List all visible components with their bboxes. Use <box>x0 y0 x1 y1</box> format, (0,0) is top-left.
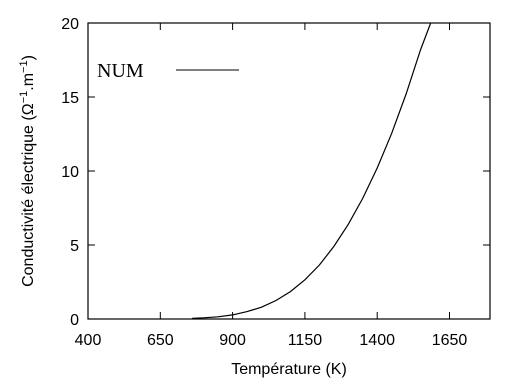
y-axis-title-main: Conductivité électrique (Ω <box>20 103 37 287</box>
series-group <box>192 22 432 319</box>
y-tick-label: 5 <box>70 238 79 255</box>
y-axis-title-exp2: −1 <box>18 60 30 73</box>
y-tick-label: 10 <box>61 164 79 181</box>
plot-frame <box>87 22 491 320</box>
tick-labels: 400 650 900 1150 1400 1650 0 5 10 15 20 <box>61 16 467 349</box>
x-tick-label: 650 <box>147 332 174 349</box>
y-axis-title: Conductivité électrique (Ω−1.m−1) <box>18 55 37 287</box>
series-line <box>192 22 432 319</box>
y-tick-label: 0 <box>70 312 79 329</box>
x-tick-label: 1150 <box>288 332 323 349</box>
y-axis-title-mid: .m <box>20 73 37 91</box>
legend: NUM <box>97 60 239 82</box>
y-axis-title-end: ) <box>20 55 37 60</box>
x-tick-label: 1400 <box>359 332 395 349</box>
y-tick-label: 20 <box>61 16 79 33</box>
x-tick-label: 1650 <box>432 332 468 349</box>
legend-label: NUM <box>97 60 144 82</box>
x-tick-label: 400 <box>75 332 102 349</box>
x-tick-label: 900 <box>219 332 246 349</box>
axis-ticks <box>87 22 490 320</box>
y-tick-label: 15 <box>61 90 79 107</box>
y-axis-title-exp1: −1 <box>18 91 30 104</box>
x-axis-title: Température (K) <box>231 361 347 378</box>
